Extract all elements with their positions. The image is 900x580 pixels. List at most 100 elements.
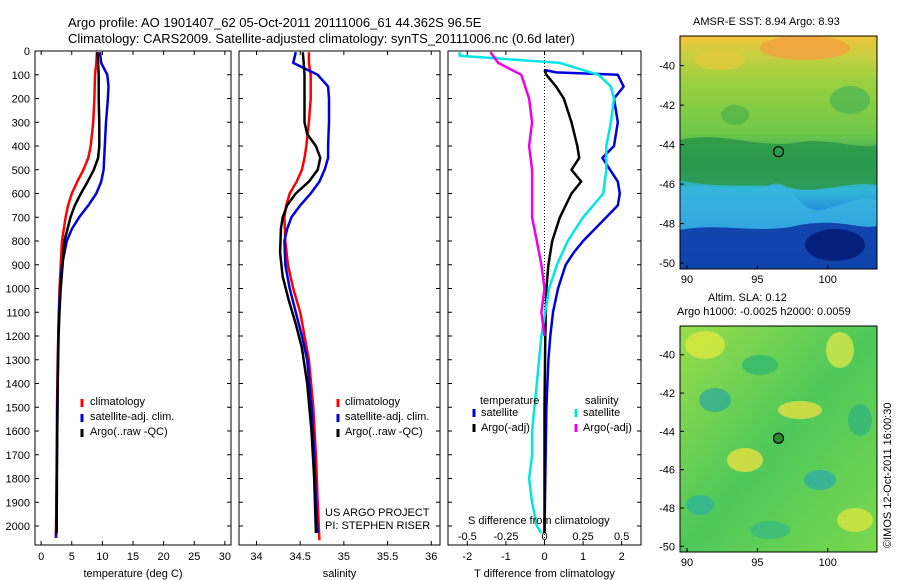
depth-tick-label: 700	[12, 212, 30, 224]
legend-label-satellite: satellite-adj. clim.	[345, 411, 429, 423]
x-tick-label: -2	[462, 551, 472, 563]
depth-tick-label: 300	[12, 117, 30, 129]
sla-map-subtitle: Argo h1000: -0.0025 h2000: 0.0059	[677, 306, 851, 318]
x-tick-label: 5	[69, 551, 75, 563]
depth-tick-label: 2000	[6, 521, 30, 533]
lat-tick-label: -42	[659, 100, 675, 112]
series-line-argo-raw-qc-	[278, 52, 322, 534]
legend-label-climatology: climatology	[345, 396, 401, 408]
depth-tick-label: 400	[12, 141, 30, 153]
lat-tick-label: -40	[659, 350, 675, 362]
legend-label-temp-satellite: satellite	[481, 407, 518, 419]
x-tick-label: 0	[541, 551, 547, 563]
series-line-satellite	[543, 68, 625, 534]
sla-map: -40 -42 -44 -46 -48 -50 90 95 100	[659, 325, 878, 569]
legend-label-sal-argo: Argo(-adj)	[583, 422, 632, 434]
s-tick-label: -0.5	[458, 531, 477, 543]
imos-timestamp: ©IMOS 12-Oct-2011 16:00:30	[882, 403, 894, 548]
x-tick-label: 35	[338, 551, 350, 563]
lon-tick-label: 100	[819, 557, 837, 569]
legend-header-temperature: temperature	[480, 395, 539, 407]
lon-tick-label: 95	[751, 274, 763, 286]
depth-tick-label: 1700	[6, 450, 30, 462]
s-tick-label: -0.25	[493, 531, 518, 543]
temperature-panel: 0100200300400500600700800900100011001200…	[6, 46, 232, 580]
depth-tick-label: 800	[12, 236, 30, 248]
legend-label-satellite: satellite-adj. clim.	[90, 411, 174, 423]
depth-tick-label: 1400	[6, 379, 30, 391]
lon-tick-label: 90	[681, 557, 693, 569]
legend-label-argo: Argo(..raw -QC)	[345, 426, 423, 438]
plot-frame	[34, 50, 232, 546]
plot-frame	[238, 50, 441, 546]
series-line-satellite-adj-clim-	[283, 51, 331, 534]
lat-tick-label: -46	[659, 179, 675, 191]
x-axis-label: T difference from climatology	[474, 568, 615, 580]
series-line-satellite-adj-clim-	[54, 52, 110, 538]
depth-tick-label: 1300	[6, 355, 30, 367]
depth-tick-label: 1500	[6, 402, 30, 414]
x-tick-label: 1	[580, 551, 586, 563]
depth-tick-label: 500	[12, 165, 30, 177]
x-tick-label: 15	[127, 551, 139, 563]
lon-tick-label: 95	[751, 557, 763, 569]
header-line-2: Climatology: CARS2009. Satellite-adjuste…	[68, 31, 575, 46]
depth-tick-label: 200	[12, 94, 30, 106]
legend-label-sal-satellite: satellite	[583, 407, 620, 419]
depth-tick-label: 600	[12, 189, 30, 201]
difference-legend: temperature salinity satellite Argo(-adj…	[472, 395, 632, 434]
x-tick-label: -1	[501, 551, 511, 563]
x-tick-label: 0	[38, 551, 44, 563]
argo-float-marker	[772, 146, 785, 158]
x-tick-label: 2	[619, 551, 625, 563]
series-line-argo-adj-	[543, 69, 583, 534]
sst-map: -40 -42 -44 -46 -48 -50 90 95 100	[659, 35, 878, 286]
x-tick-label: 30	[219, 551, 231, 563]
x-tick-label: 20	[158, 551, 170, 563]
header-line-1: Argo profile: AO 1901407_62 05-Oct-2011 …	[68, 15, 482, 30]
salinity-legend: climatology satellite-adj. clim. Argo(..…	[336, 396, 429, 438]
legend-label-climatology: climatology	[90, 396, 146, 408]
depth-tick-label: 1600	[6, 426, 30, 438]
depth-tick-label: 1800	[6, 474, 30, 486]
lat-tick-label: -40	[659, 61, 675, 73]
lat-tick-label: -48	[659, 503, 675, 515]
x-axis-label: temperature (deg C)	[83, 568, 182, 580]
depth-tick-label: 1000	[6, 284, 30, 296]
x-tick-label: 10	[96, 551, 108, 563]
sst-features	[680, 36, 877, 269]
sla-features	[685, 331, 873, 539]
temperature-legend: climatology satellite-adj. clim. Argo(..…	[80, 396, 174, 438]
depth-tick-label: 1200	[6, 331, 30, 343]
lon-tick-label: 90	[681, 274, 693, 286]
project-credit: US ARGO PROJECT	[325, 507, 430, 519]
lat-tick-label: -44	[659, 140, 675, 152]
legend-label-argo: Argo(..raw -QC)	[90, 426, 168, 438]
depth-tick-label: 1900	[6, 497, 30, 509]
lon-tick-label: 100	[819, 274, 837, 286]
legend-header-salinity: salinity	[585, 395, 619, 407]
series-line-argo-raw-qc-	[55, 52, 101, 534]
lat-tick-label: -44	[659, 426, 675, 438]
lat-tick-label: -46	[659, 465, 675, 477]
depth-tick-label: 0	[24, 46, 30, 58]
depth-tick-label: 100	[12, 70, 30, 82]
depth-tick-label: 900	[12, 260, 30, 272]
lat-tick-label: -42	[659, 388, 675, 400]
s-tick-label: 0.25	[572, 531, 593, 543]
salinity-panel: 34 34.5 35 35.5 36 salinity	[238, 50, 441, 580]
lat-tick-label: -48	[659, 219, 675, 231]
legend-label-temp-argo: Argo(-adj)	[481, 422, 530, 434]
s-tick-label: 0.5	[614, 531, 629, 543]
x-tick-label: 35.5	[377, 551, 398, 563]
sla-map-title: Altim. SLA: 0.12	[708, 292, 787, 304]
series-line-climatology	[54, 52, 99, 538]
s-difference-label: S difference from climatology	[468, 515, 610, 527]
series-line-argo-adj-	[489, 51, 546, 337]
sst-map-title: AMSR-E SST: 8.94 Argo: 8.93	[693, 16, 840, 28]
x-axis-label: salinity	[323, 568, 357, 580]
x-tick-label: 25	[188, 551, 200, 563]
pi-credit: PI: STEPHEN RISER	[325, 520, 430, 532]
